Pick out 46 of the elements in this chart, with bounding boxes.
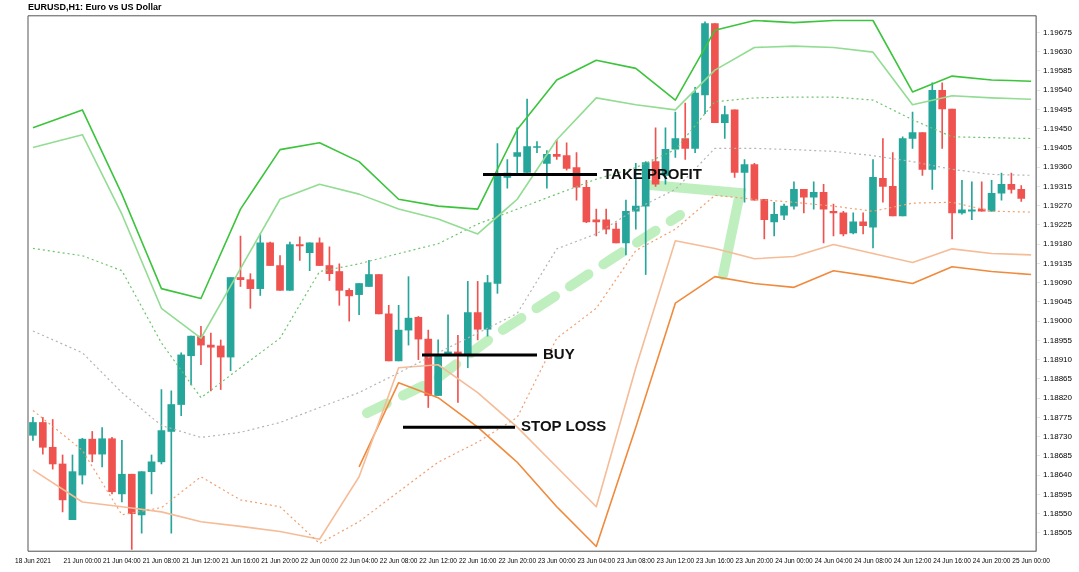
candlestick [216,339,225,390]
y-tick-label: 1.19540 [1043,85,1073,95]
y-tick-label: 1.19225 [1043,220,1073,230]
ref-line-label: BUY [543,345,575,363]
candlestick [859,212,867,235]
y-tick-label: 1.19315 [1043,181,1073,191]
y-tick-label: 1.18730 [1043,431,1073,441]
y-tick-label: 1.18640 [1043,470,1073,480]
candlestick [809,181,818,210]
y-tick-label: 1.19135 [1043,258,1073,268]
y-tick-label: 1.19450 [1043,123,1073,133]
y-tick-label: 1.18685 [1043,451,1073,461]
y-tick-label: 1.19675 [1043,27,1073,37]
y-tick-label: 1.18955 [1043,335,1073,345]
y-tick-label: 1.19360 [1043,162,1073,172]
y-tick-label: 1.18550 [1043,508,1073,518]
y-tick-label: 1.19270 [1043,200,1073,210]
y-tick-label: 1.19495 [1043,104,1073,114]
y-tick-label: 1.19000 [1043,316,1073,326]
y-tick-label: 1.19180 [1043,239,1073,249]
candlestick [879,138,887,203]
y-tick-label: 1.19585 [1043,66,1073,76]
candlestick [968,181,976,221]
y-tick-label: 1.18865 [1043,374,1073,384]
y-tick-label: 1.19090 [1043,277,1073,287]
y-tick-label: 1.18910 [1043,354,1073,364]
chart-title: EURUSD,H1: Euro vs US Dollar [28,1,163,12]
candlestick [592,208,601,237]
y-tick-label: 1.18595 [1043,489,1073,499]
candlestick [681,102,690,160]
y-tick-label: 1.18820 [1043,393,1073,403]
candlestick [167,390,176,534]
candlestick [345,288,354,322]
candlestick [513,127,522,174]
candlestick [533,141,541,153]
y-tick-label: 1.19405 [1043,143,1073,153]
y-tick-label: 1.19630 [1043,46,1073,56]
y-tick-label: 1.18775 [1043,412,1073,422]
candlestick [295,236,304,261]
candlestick [207,332,215,392]
candlestick [770,201,779,237]
candlestick [552,139,561,160]
y-tick-label: 1.19045 [1043,297,1073,307]
y-tick-label: 1.18505 [1043,528,1073,538]
candlestick [977,181,986,212]
ref-line-label: STOP LOSS [521,417,607,435]
